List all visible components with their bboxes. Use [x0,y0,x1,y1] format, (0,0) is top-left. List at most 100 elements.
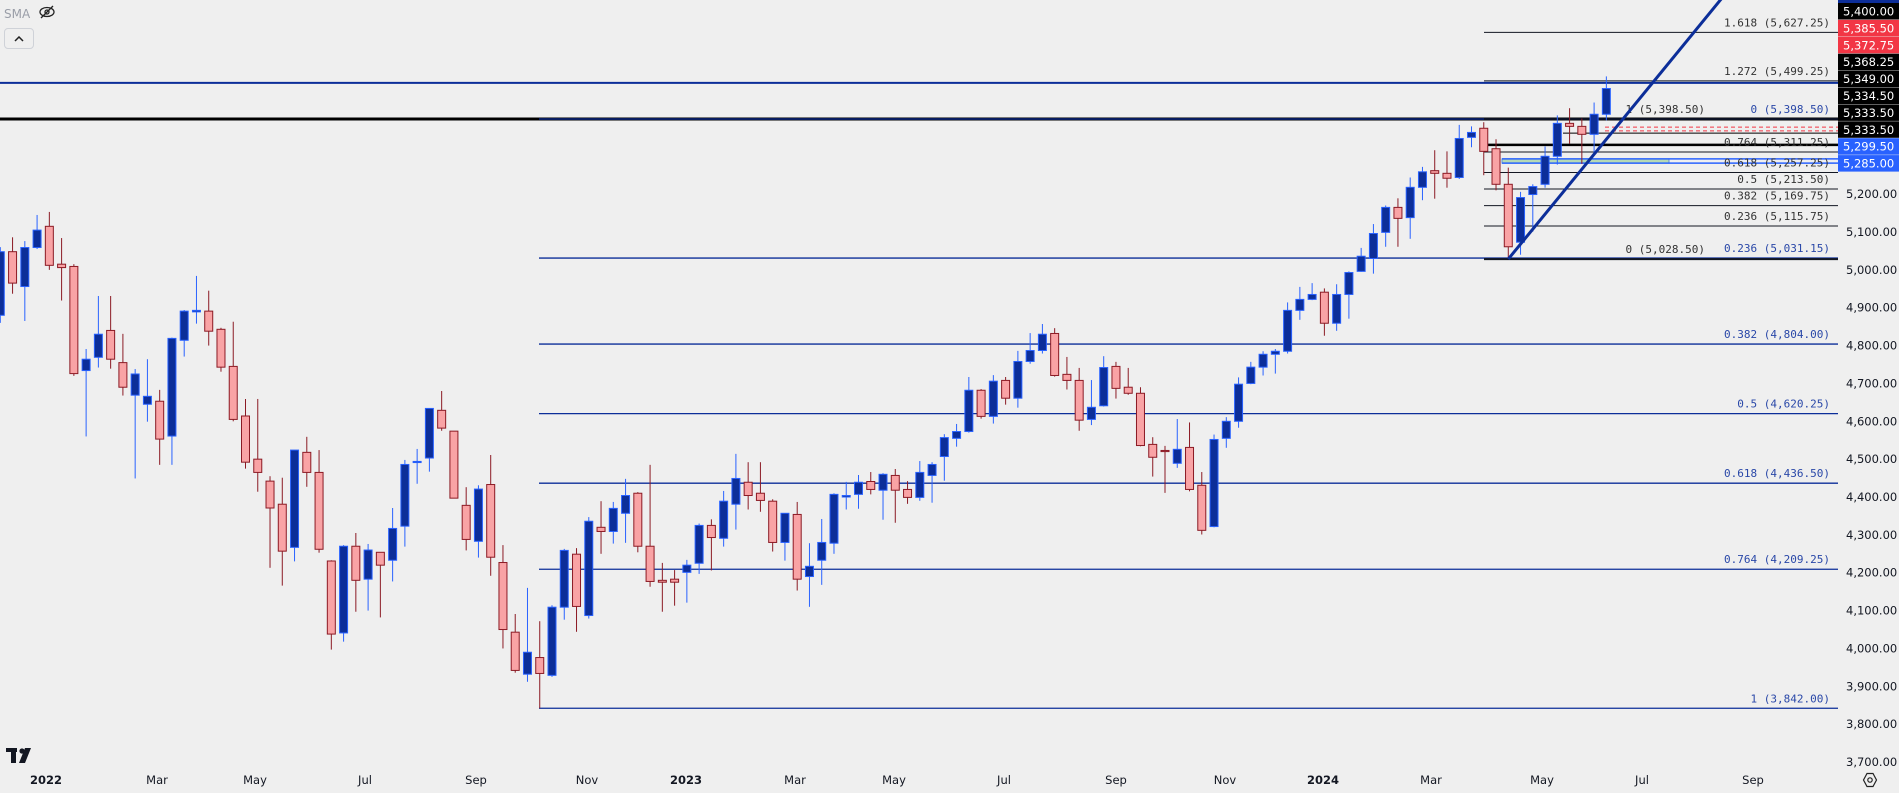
bearish-candle[interactable] [44,211,54,270]
tradingview-logo[interactable] [6,746,36,769]
bearish-candle[interactable] [1503,167,1513,259]
bullish-candle[interactable] [804,543,814,607]
bullish-candle[interactable] [682,559,692,603]
bullish-candle[interactable] [1013,350,1023,408]
bullish-candle[interactable] [93,295,103,368]
bearish-candle[interactable] [1430,150,1440,199]
bearish-candle[interactable] [461,487,471,551]
bullish-candle[interactable] [1368,224,1378,274]
bullish-candle[interactable] [854,475,863,509]
bearish-candle[interactable] [768,499,778,552]
bearish-candle[interactable] [155,389,165,465]
bullish-candle[interactable] [1405,177,1415,239]
bullish-candle[interactable] [780,512,790,561]
bearish-candle[interactable] [57,238,67,301]
bullish-candle[interactable] [559,548,569,620]
bearish-candle[interactable] [351,532,361,612]
bearish-candle[interactable] [645,464,655,587]
bullish-candle[interactable] [1295,286,1305,320]
bullish-candle[interactable] [32,214,42,250]
bullish-candle[interactable] [952,423,962,447]
sma-indicator-label[interactable]: SMA [4,6,31,21]
bullish-candle[interactable] [1172,419,1182,468]
bullish-candle[interactable] [1454,124,1464,179]
bullish-candle[interactable] [1086,380,1096,426]
bullish-candle[interactable] [841,481,851,510]
bearish-candle[interactable] [204,290,214,346]
bullish-candle[interactable] [1283,302,1293,354]
bullish-candle[interactable] [1246,361,1256,385]
bullish-candle[interactable] [191,275,201,324]
bullish-candle[interactable] [424,407,434,472]
bullish-candle[interactable] [1332,284,1342,331]
bullish-candle[interactable] [1221,417,1231,448]
bearish-candle[interactable] [1197,472,1207,535]
bearish-candle[interactable] [228,321,238,422]
eye-crossed-icon[interactable] [38,5,56,22]
bearish-candle[interactable] [792,501,802,591]
bullish-candle[interactable] [1540,146,1550,188]
bearish-candle[interactable] [1577,118,1587,164]
bearish-candle[interactable] [890,469,900,523]
bearish-candle[interactable] [216,327,226,372]
bullish-candle[interactable] [829,493,839,554]
bearish-candle[interactable] [1074,367,1084,431]
bearish-candle[interactable] [277,477,287,586]
bearish-candle[interactable] [1491,139,1501,191]
bearish-candle[interactable] [596,501,606,554]
bullish-candle[interactable] [339,545,349,642]
bearish-candle[interactable] [265,476,275,568]
bearish-candle[interactable] [253,398,263,492]
bullish-candle[interactable] [817,518,827,585]
bearish-candle[interactable] [314,450,324,553]
bullish-candle[interactable] [1381,205,1391,247]
bullish-candle[interactable] [964,377,974,433]
collapse-legend-button[interactable] [4,28,34,49]
bullish-candle[interactable] [179,309,189,357]
bearish-candle[interactable] [1479,122,1489,176]
bearish-candle[interactable] [1565,108,1575,144]
bullish-candle[interactable] [81,348,91,437]
bullish-candle[interactable] [363,543,373,611]
bullish-candle[interactable] [608,501,618,544]
bearish-candle[interactable] [1393,198,1403,247]
bearish-candle[interactable] [1001,377,1011,405]
bearish-candle[interactable] [1185,422,1195,492]
bullish-candle[interactable] [547,605,557,677]
bullish-candle[interactable] [400,459,410,547]
bearish-candle[interactable] [498,545,508,649]
bullish-candle[interactable] [878,473,888,520]
bullish-candle[interactable] [1258,351,1268,376]
gear-icon[interactable] [1862,772,1878,792]
bullish-candle[interactable] [1344,271,1354,319]
bearish-candle[interactable] [657,562,667,612]
bearish-candle[interactable] [755,462,765,512]
bearish-candle[interactable] [375,551,385,618]
bullish-candle[interactable] [522,587,532,682]
bullish-candle[interactable] [1417,166,1427,201]
bearish-candle[interactable] [241,398,250,469]
trendline[interactable] [1507,0,1723,261]
bullish-candle[interactable] [719,490,729,547]
bearish-candle[interactable] [1148,437,1158,477]
bullish-candle[interactable] [1025,333,1035,364]
bearish-candle[interactable] [743,462,753,510]
bullish-candle[interactable] [1356,247,1366,272]
bullish-candle[interactable] [0,247,5,323]
bullish-candle[interactable] [584,517,594,619]
bullish-candle[interactable] [927,462,937,503]
bullish-candle[interactable] [1528,184,1538,232]
bearish-candle[interactable] [1050,328,1060,377]
bearish-candle[interactable] [326,560,336,650]
bullish-candle[interactable] [1589,102,1599,154]
bearish-candle[interactable] [486,454,496,576]
bullish-candle[interactable] [290,449,300,562]
bullish-candle[interactable] [1552,115,1562,165]
bullish-candle[interactable] [1099,356,1109,407]
bearish-candle[interactable] [535,621,545,709]
bearish-candle[interactable] [866,472,876,495]
bullish-candle[interactable] [939,434,949,481]
bearish-candle[interactable] [118,333,128,396]
bullish-candle[interactable] [412,448,422,484]
